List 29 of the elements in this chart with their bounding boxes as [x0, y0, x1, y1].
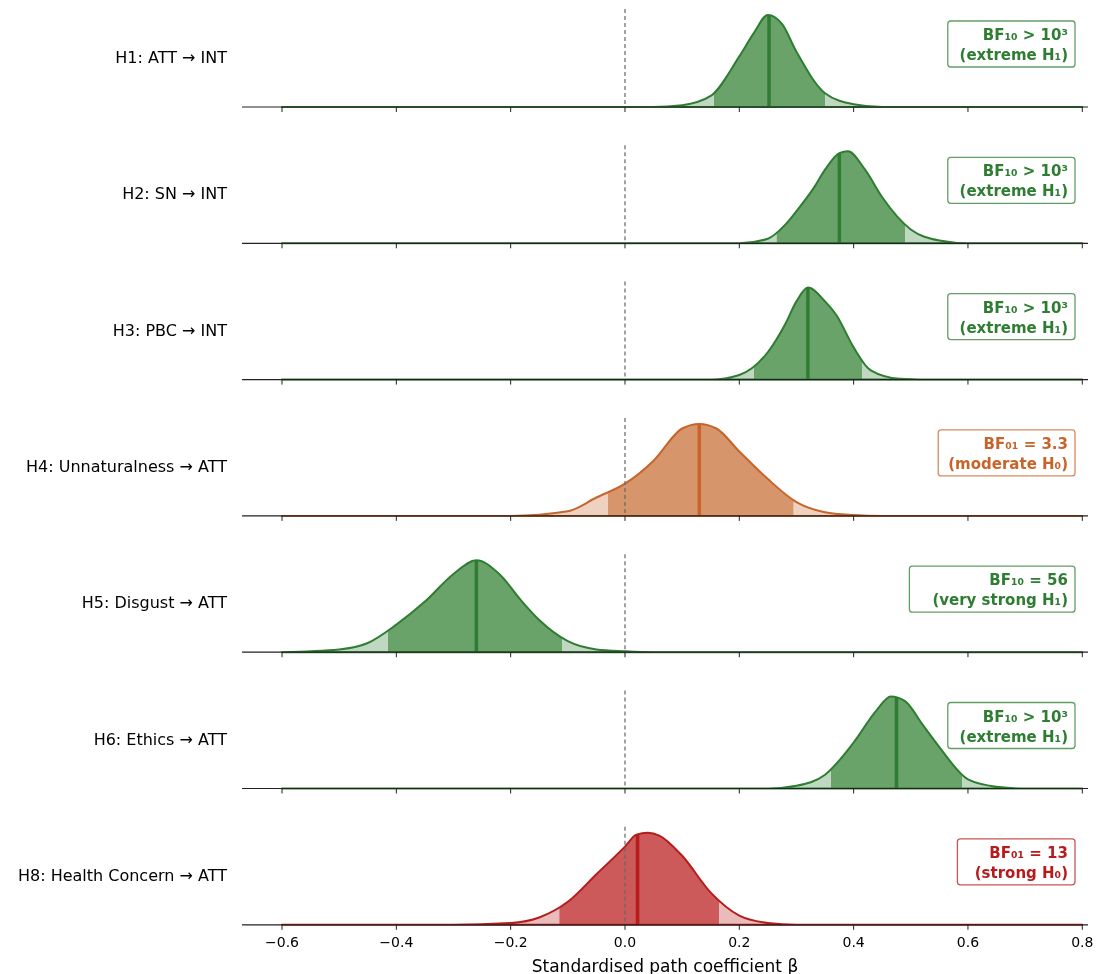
annotation: (extreme H₁) [959, 46, 1068, 64]
y-axis-title: H2: SN → INT [122, 184, 228, 204]
annotation: (moderate H₀) [948, 454, 1068, 473]
annotation: BF₁₀ > 10³ [982, 162, 1068, 181]
annotation: (extreme H₁) [959, 182, 1068, 201]
y-axis-title: H1: ATT → INT [115, 48, 228, 67]
y-axis-title: H4: Unnaturalness → ATT [26, 456, 228, 476]
x-tick-label: 0.2 [728, 933, 751, 950]
x-tick-label: 0.0 [613, 933, 637, 950]
x-tick-label: 0.8 [1071, 933, 1094, 950]
y-axis-title: H6: Ethics → ATT [93, 729, 228, 749]
y-axis-title: H8: Health Concern → ATT [17, 865, 228, 885]
y-axis-title: H3: PBC → INT [112, 320, 228, 340]
x-tick-label: −0.6 [265, 933, 300, 950]
x-tick-label: −0.2 [493, 933, 528, 950]
y-axis-title: H5: Disgust → ATT [81, 593, 228, 613]
annotation: (extreme H₁) [959, 727, 1068, 746]
annotation: BF₀₁ = 3.3 [983, 434, 1068, 453]
annotation: (very strong H₁) [932, 591, 1068, 610]
annotation: (strong H₀) [974, 863, 1068, 882]
annotation: BF₁₀ > 10³ [982, 26, 1068, 44]
annotation: BF₁₀ > 10³ [982, 707, 1068, 726]
x-tick-label: 0.4 [842, 933, 865, 950]
x-tick-label: −0.4 [379, 933, 414, 950]
annotation: BF₁₀ = 56 [989, 571, 1068, 590]
x-tick-label: 0.6 [956, 933, 980, 950]
annotation: (extreme H₁) [959, 318, 1068, 337]
annotation: BF₁₀ > 10³ [982, 298, 1068, 317]
annotation: BF₀₁ = 13 [989, 843, 1068, 862]
